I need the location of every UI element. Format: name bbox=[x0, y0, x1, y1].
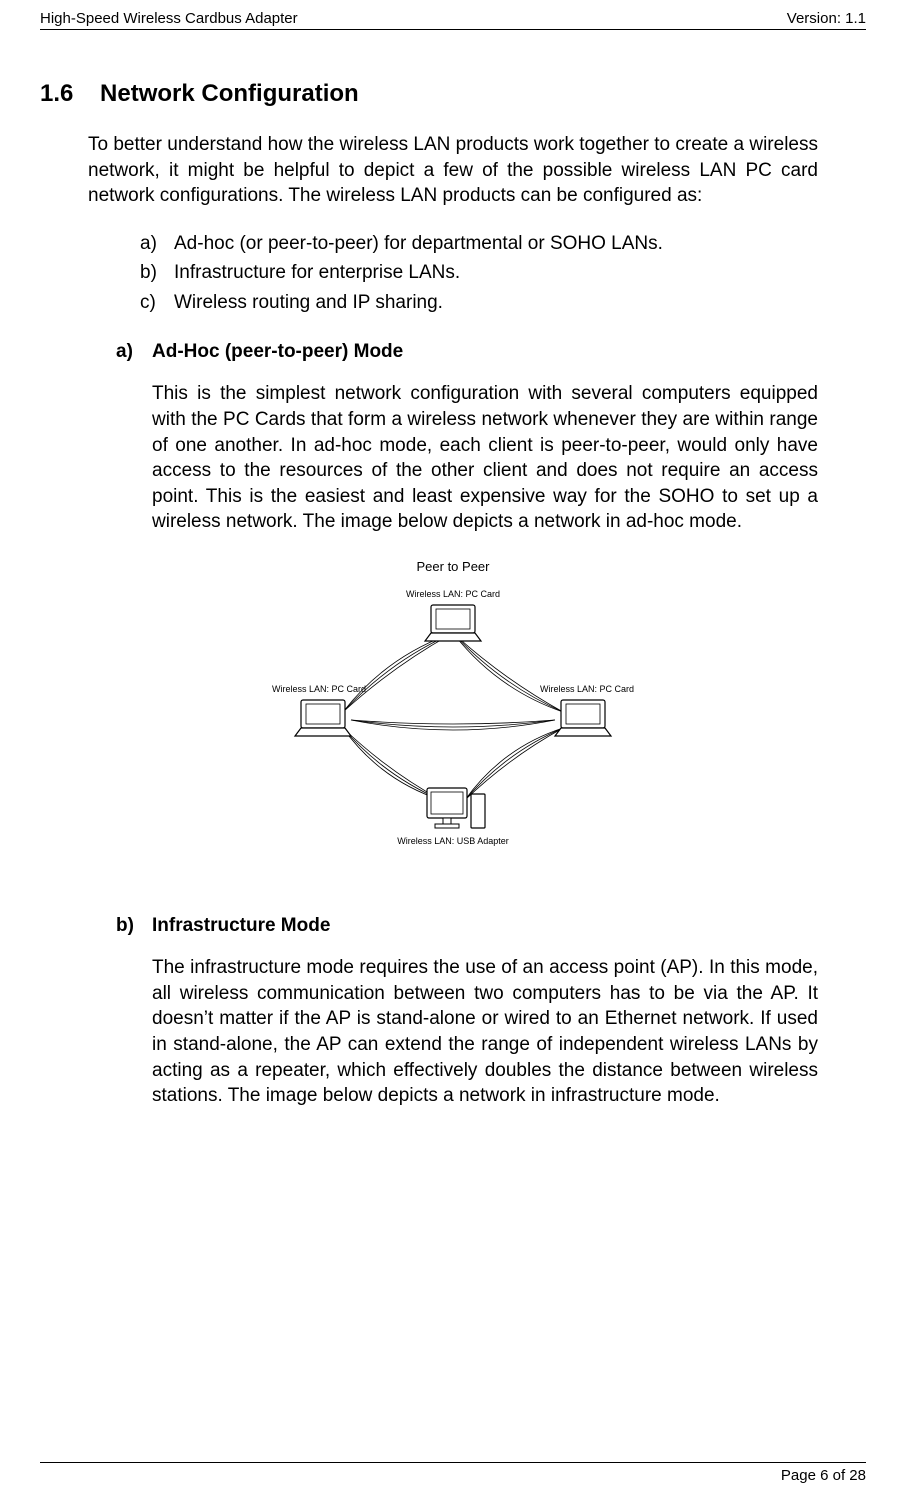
header-bar: High-Speed Wireless Cardbus Adapter Vers… bbox=[40, 0, 866, 30]
header-left: High-Speed Wireless Cardbus Adapter bbox=[40, 10, 298, 27]
subsection-a-body: This is the simplest network configurati… bbox=[152, 381, 818, 535]
list-text-c: Wireless routing and IP sharing. bbox=[174, 288, 443, 317]
list-letter-b: b) bbox=[140, 258, 174, 287]
intro-paragraph: To better understand how the wireless LA… bbox=[88, 132, 818, 209]
subsection-b-body: The infrastructure mode requires the use… bbox=[152, 955, 818, 1109]
list-letter-a: a) bbox=[140, 229, 174, 258]
list-letter-c: c) bbox=[140, 288, 174, 317]
list-text-a: Ad-hoc (or peer-to-peer) for departmenta… bbox=[174, 229, 663, 258]
list-item: b) Infrastructure for enterprise LANs. bbox=[140, 258, 818, 287]
svg-text:Wireless LAN: PC Card: Wireless LAN: PC Card bbox=[540, 684, 634, 694]
peer-to-peer-diagram: Peer to Peer Wireless LAN: PC Card Wireles… bbox=[40, 555, 866, 855]
peer-to-peer-svg: Peer to Peer Wireless LAN: PC Card Wireles… bbox=[233, 555, 673, 855]
subsection-b-title: Infrastructure Mode bbox=[152, 915, 330, 937]
subsection-a-title: Ad-Hoc (peer-to-peer) Mode bbox=[152, 341, 403, 363]
subsection-a-letter: a) bbox=[116, 341, 152, 363]
list-item: c) Wireless routing and IP sharing. bbox=[140, 288, 818, 317]
config-list: a) Ad-hoc (or peer-to-peer) for departme… bbox=[140, 229, 818, 317]
subsection-a-heading: a) Ad-Hoc (peer-to-peer) Mode bbox=[116, 341, 818, 363]
svg-text:Peer to Peer: Peer to Peer bbox=[417, 559, 491, 574]
svg-text:Wireless LAN: PC Card: Wireless LAN: PC Card bbox=[272, 684, 366, 694]
svg-text:Wireless LAN: PC Card: Wireless LAN: PC Card bbox=[406, 589, 500, 599]
page: High-Speed Wireless Cardbus Adapter Vers… bbox=[0, 0, 906, 1496]
section-heading: 1.6 Network Configuration bbox=[40, 80, 866, 108]
subsection-b-letter: b) bbox=[116, 915, 152, 937]
list-item: a) Ad-hoc (or peer-to-peer) for departme… bbox=[140, 229, 818, 258]
header-right: Version: 1.1 bbox=[787, 10, 866, 27]
list-text-b: Infrastructure for enterprise LANs. bbox=[174, 258, 460, 287]
section-title: Network Configuration bbox=[100, 80, 359, 107]
svg-text:Wireless LAN: USB Adapter: Wireless LAN: USB Adapter bbox=[397, 836, 509, 846]
footer-bar: Page 6 of 28 bbox=[40, 1462, 866, 1484]
section-number: 1.6 bbox=[40, 80, 73, 107]
subsection-b-heading: b) Infrastructure Mode bbox=[116, 915, 818, 937]
page-number: Page 6 of 28 bbox=[781, 1467, 866, 1484]
